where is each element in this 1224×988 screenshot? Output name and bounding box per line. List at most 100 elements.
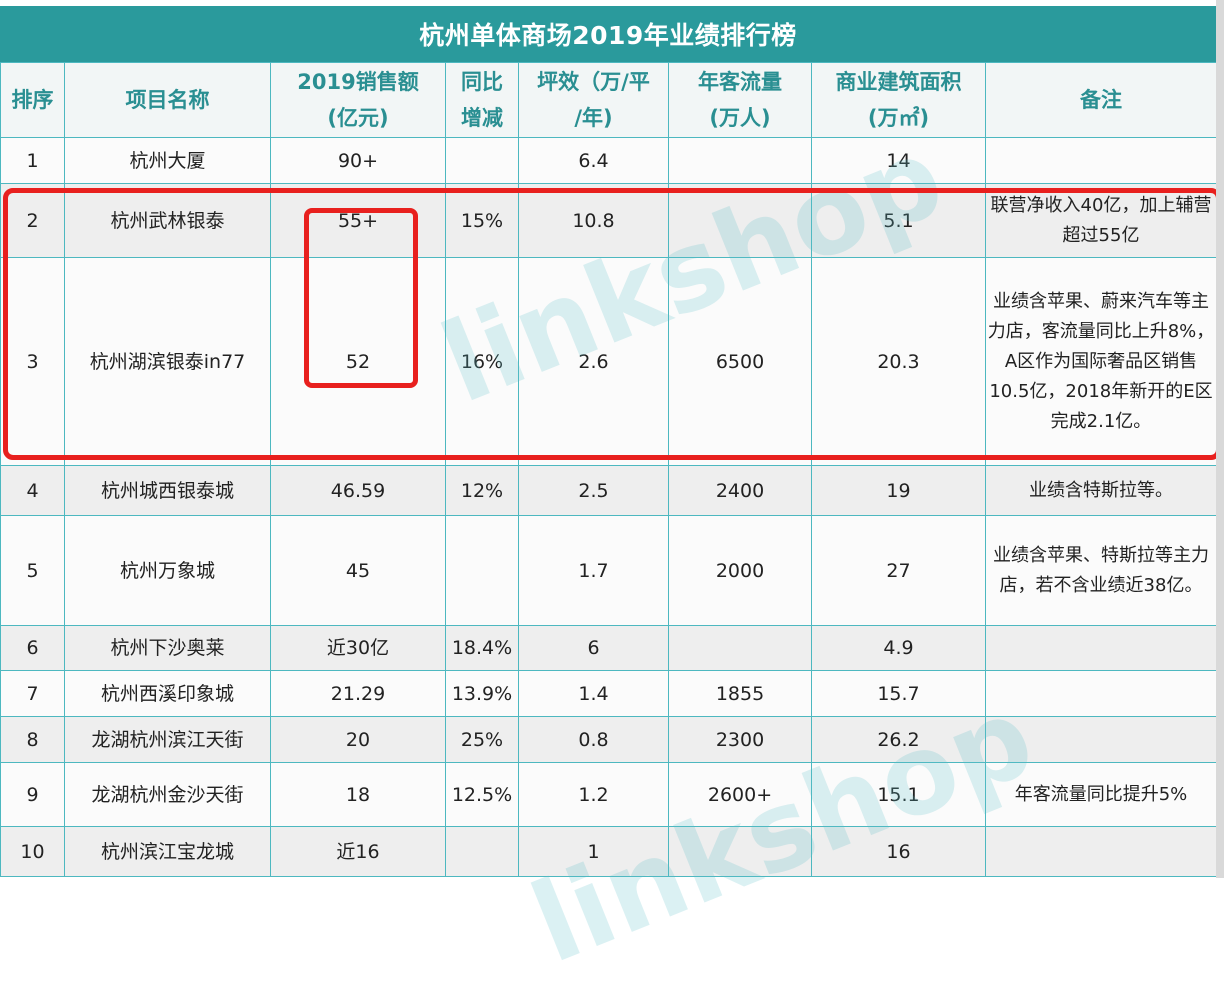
cell-yoy (445, 515, 519, 626)
cell-yoy: 15% (445, 183, 519, 258)
cell-note (985, 625, 1217, 671)
cell-traffic (668, 625, 812, 671)
cell-traffic (668, 826, 812, 877)
cell-yoy: 13.9% (445, 670, 519, 717)
cell-sales: 90+ (270, 137, 446, 184)
cell-yoy: 16% (445, 257, 519, 466)
cell-note: 联营净收入40亿，加上辅营超过55亿 (985, 183, 1217, 258)
cell-sales: 18 (270, 762, 446, 827)
cell-yoy: 18.4% (445, 625, 519, 671)
cell-traffic: 2400 (668, 465, 812, 516)
cell-efficiency: 6.4 (518, 137, 669, 184)
cell-traffic: 2600+ (668, 762, 812, 827)
cell-name: 杭州湖滨银泰in77 (64, 257, 271, 466)
cell-efficiency: 10.8 (518, 183, 669, 258)
header-area: 商业建筑面积 (万㎡) (811, 62, 986, 138)
cell-traffic: 2000 (668, 515, 812, 626)
cell-efficiency: 1.4 (518, 670, 669, 717)
table-row: 3 杭州湖滨银泰in77 52 16% 2.6 6500 20.3 业绩含苹果、… (0, 257, 1217, 466)
table-row: 1 杭州大厦 90+ 6.4 14 (0, 137, 1217, 184)
cell-rank: 5 (0, 515, 65, 626)
cell-rank: 7 (0, 670, 65, 717)
cell-area: 5.1 (811, 183, 986, 258)
cell-note: 业绩含特斯拉等。 (985, 465, 1217, 516)
cell-area: 16 (811, 826, 986, 877)
cell-area: 15.7 (811, 670, 986, 717)
header-traffic: 年客流量 (万人) (668, 62, 812, 138)
table-row: 7 杭州西溪印象城 21.29 13.9% 1.4 1855 15.7 (0, 670, 1217, 717)
cell-yoy: 25% (445, 716, 519, 763)
cell-sales: 21.29 (270, 670, 446, 717)
table-row: 6 杭州下沙奥莱 近30亿 18.4% 6 4.9 (0, 625, 1217, 671)
cell-area: 20.3 (811, 257, 986, 466)
cell-name: 龙湖杭州滨江天街 (64, 716, 271, 763)
cell-efficiency: 1.2 (518, 762, 669, 827)
header-efficiency: 坪效（万/平/年) (518, 62, 669, 138)
cell-efficiency: 2.5 (518, 465, 669, 516)
cell-area: 14 (811, 137, 986, 184)
table-row: 9 龙湖杭州金沙天街 18 12.5% 1.2 2600+ 15.1 年客流量同… (0, 762, 1217, 827)
cell-area: 19 (811, 465, 986, 516)
table-row: 8 龙湖杭州滨江天街 20 25% 0.8 2300 26.2 (0, 716, 1217, 763)
cell-name: 龙湖杭州金沙天街 (64, 762, 271, 827)
table-title: 杭州单体商场2019年业绩排行榜 (0, 6, 1216, 62)
header-row: 排序 项目名称 2019销售额 (亿元) 同比 增减 坪效（万/平/年) 年客流量(… (0, 62, 1217, 138)
table-row: 4 杭州城西银泰城 46.59 12% 2.5 2400 19 业绩含特斯拉等。 (0, 465, 1217, 516)
cell-rank: 1 (0, 137, 65, 184)
cell-area: 15.1 (811, 762, 986, 827)
ranking-table-figure: 杭州单体商场2019年业绩排行榜 排序 项目名称 2019销售额 (亿元) 同比增… (0, 6, 1221, 988)
cell-sales: 近16 (270, 826, 446, 877)
cell-rank: 3 (0, 257, 65, 466)
ranking-table: 排序 项目名称 2019销售额 (亿元) 同比 增减 坪效（万/平/年) 年客流量(… (0, 62, 1217, 877)
cell-efficiency: 6 (518, 625, 669, 671)
cell-rank: 4 (0, 465, 65, 516)
cell-name: 杭州万象城 (64, 515, 271, 626)
header-name: 项目名称 (64, 62, 271, 138)
cell-note: 业绩含苹果、特斯拉等主力店，若不含业绩近38亿。 (985, 515, 1217, 626)
cell-efficiency: 1.7 (518, 515, 669, 626)
cell-note (985, 716, 1217, 763)
cell-sales: 46.59 (270, 465, 446, 516)
header-yoy: 同比 增减 (445, 62, 519, 138)
cell-yoy: 12% (445, 465, 519, 516)
cell-sales: 55+ (270, 183, 446, 258)
cell-sales: 52 (270, 257, 446, 466)
cell-name: 杭州下沙奥莱 (64, 625, 271, 671)
cell-efficiency: 0.8 (518, 716, 669, 763)
cell-traffic: 6500 (668, 257, 812, 466)
edge-strip (1216, 0, 1224, 878)
cell-note (985, 826, 1217, 877)
header-note: 备注 (985, 62, 1217, 138)
cell-rank: 6 (0, 625, 65, 671)
cell-name: 杭州武林银泰 (64, 183, 271, 258)
cell-name: 杭州大厦 (64, 137, 271, 184)
cell-yoy (445, 826, 519, 877)
cell-efficiency: 1 (518, 826, 669, 877)
cell-note (985, 137, 1217, 184)
table-row: 2 杭州武林银泰 55+ 15% 10.8 5.1 联营净收入40亿，加上辅营超… (0, 183, 1217, 258)
cell-traffic (668, 137, 812, 184)
cell-sales: 45 (270, 515, 446, 626)
cell-sales: 20 (270, 716, 446, 763)
table-row: 5 杭州万象城 45 1.7 2000 27 业绩含苹果、特斯拉等主力店，若不含… (0, 515, 1217, 626)
cell-name: 杭州城西银泰城 (64, 465, 271, 516)
cell-efficiency: 2.6 (518, 257, 669, 466)
header-rank: 排序 (0, 62, 65, 138)
cell-yoy: 12.5% (445, 762, 519, 827)
cell-traffic: 2300 (668, 716, 812, 763)
cell-rank: 10 (0, 826, 65, 877)
cell-rank: 2 (0, 183, 65, 258)
cell-note: 年客流量同比提升5% (985, 762, 1217, 827)
cell-area: 27 (811, 515, 986, 626)
cell-note: 业绩含苹果、蔚来汽车等主力店，客流量同比上升8%，A区作为国际奢品区销售10.5… (985, 257, 1217, 466)
cell-yoy (445, 137, 519, 184)
cell-area: 4.9 (811, 625, 986, 671)
cell-rank: 9 (0, 762, 65, 827)
cell-area: 26.2 (811, 716, 986, 763)
cell-name: 杭州西溪印象城 (64, 670, 271, 717)
cell-name: 杭州滨江宝龙城 (64, 826, 271, 877)
cell-note (985, 670, 1217, 717)
header-sales: 2019销售额 (亿元) (270, 62, 446, 138)
cell-traffic: 1855 (668, 670, 812, 717)
cell-sales: 近30亿 (270, 625, 446, 671)
